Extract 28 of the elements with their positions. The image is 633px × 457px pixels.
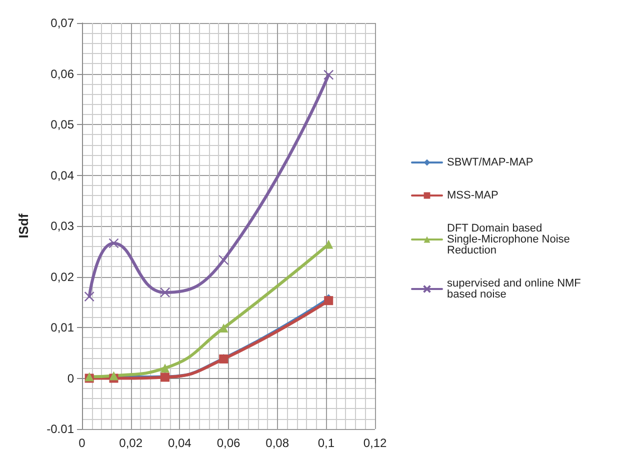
y-tick-label: -0.01 — [46, 422, 74, 436]
y-tick-label: 0 — [67, 371, 74, 386]
point — [108, 238, 119, 248]
y-tick-label: 0,03 — [50, 219, 74, 233]
legend-label: SBWT/MAP-MAP — [447, 156, 534, 168]
point — [160, 364, 170, 373]
y-axis-title: ISdf — [16, 213, 31, 238]
point — [324, 240, 334, 249]
point — [324, 70, 334, 80]
point — [218, 254, 229, 266]
point — [160, 287, 170, 298]
y-tick-label: 0,01 — [50, 320, 74, 334]
legend-label: supervised and online NMF based noise — [447, 278, 584, 300]
y-tick-label: 0,04 — [50, 168, 74, 182]
x-tick-label: 0,06 — [216, 436, 240, 450]
x-tick-label: 0,04 — [168, 436, 192, 450]
legend-label: DFT Domain based Single-Microphone Noise Reduction — [447, 222, 573, 256]
y-tick-label: 0,02 — [50, 270, 74, 284]
y-tick-label: 0,05 — [50, 118, 74, 132]
legend-label: MSS-MAP — [447, 190, 498, 202]
x-tick-label: 0 — [78, 436, 86, 450]
x-tick-label: 0,02 — [119, 436, 143, 450]
y-tick-label: 0,07 — [50, 16, 74, 30]
y-tick-label: 0,06 — [50, 66, 74, 81]
x-tick-label: 0,1 — [318, 436, 335, 450]
x-tick-label: 0,12 — [363, 436, 387, 450]
x-tick-label: 0,08 — [266, 436, 290, 450]
point — [84, 291, 94, 302]
